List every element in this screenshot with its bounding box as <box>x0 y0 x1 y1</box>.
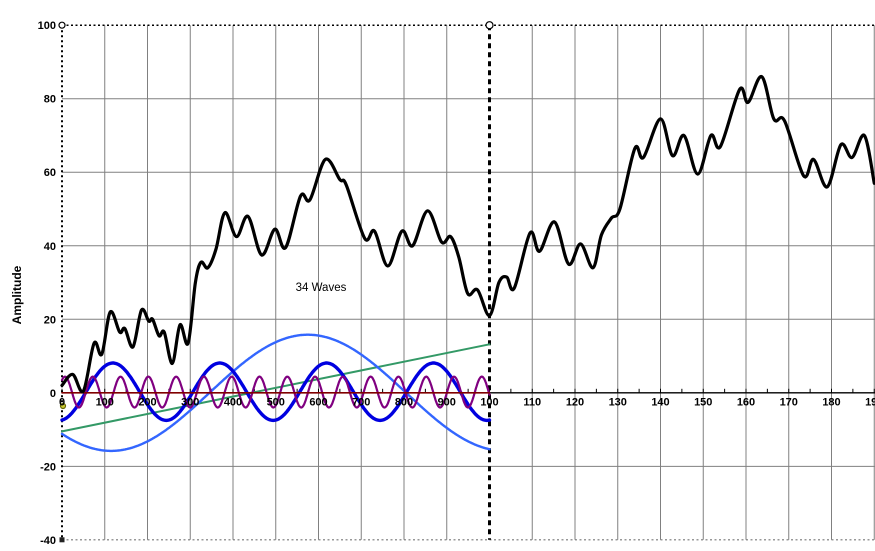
x-tick-label: 180 <box>822 397 840 409</box>
axis-bottom-marker <box>59 537 65 543</box>
y-tick-label: 40 <box>44 241 56 253</box>
y-axis-title: Amplitude <box>10 265 24 325</box>
x-tick-label: 700 <box>352 397 370 409</box>
x-tick-label: 800 <box>395 397 413 409</box>
x-tick-label: 600 <box>309 397 327 409</box>
x-tick-label: 140 <box>651 397 669 409</box>
y-tick-label: 60 <box>44 167 56 179</box>
x-tick-label: 120 <box>566 397 584 409</box>
y-tick-label: 0 <box>50 388 56 400</box>
x-tick-label: 130 <box>609 397 627 409</box>
x-tick-label: 500 <box>267 397 285 409</box>
y-tick-label: 20 <box>44 314 56 326</box>
x-tick-label: 300 <box>181 397 199 409</box>
series-mid-frequency-wave <box>60 361 492 423</box>
origin-top-handle <box>58 21 66 29</box>
series-sum-of-34-waves <box>60 75 875 394</box>
x-tick-label: 200 <box>138 397 156 409</box>
x-tick-label: 900 <box>438 397 456 409</box>
x-tick-label: 0 <box>59 397 65 409</box>
x-tick-label: 110 <box>523 397 541 409</box>
x-tick-label: 190 <box>865 397 875 409</box>
divider-top-handle <box>485 21 494 30</box>
x-tick-label: 400 <box>224 397 242 409</box>
wave-count-annotation: 34 Waves <box>295 282 347 294</box>
series-low-frequency-wave <box>60 333 491 453</box>
x-tick-label: 160 <box>737 397 755 409</box>
x-tick-label: 170 <box>780 397 798 409</box>
y-tick-label: -20 <box>40 461 56 473</box>
x-tick-label: 100 <box>480 397 498 409</box>
x-tick-label: 100 <box>96 397 114 409</box>
x-tick-label: 150 <box>694 397 712 409</box>
y-tick-label: -40 <box>40 535 56 547</box>
y-tick-label: 100 <box>38 20 56 32</box>
y-tick-label: 80 <box>44 94 56 106</box>
series-high-frequency-wave <box>60 375 491 409</box>
series-trend-line <box>61 343 491 433</box>
origin-point-marker <box>59 402 67 410</box>
